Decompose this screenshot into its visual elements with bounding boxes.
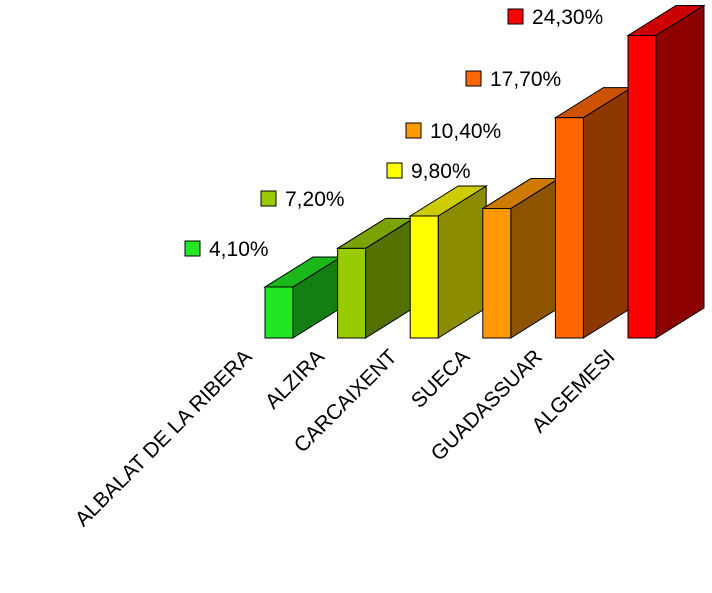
category-label: ALBALAT DE LA RIBERA [71,345,257,531]
bar [337,247,367,339]
bar-side [582,86,632,339]
bar [264,286,294,339]
value-label: 4,10% [209,238,269,261]
legend-swatch [386,162,403,179]
value-label: 10,40% [430,120,501,143]
value-label: 9,80% [411,160,471,183]
legend-swatch [465,70,482,87]
bar [482,208,512,339]
bar [554,117,584,339]
legend-swatch [260,190,277,207]
bar-side [655,4,705,339]
category-label: ALZIRA [261,345,329,413]
value-label: 17,70% [490,68,561,91]
bar [627,34,657,339]
legend-swatch [405,122,422,139]
bar [409,215,439,339]
value-label: 24,30% [532,6,603,29]
legend-swatch [184,240,201,257]
value-label: 7,20% [285,188,345,211]
legend-swatch [507,8,524,25]
category-label: SUECA [407,345,474,412]
